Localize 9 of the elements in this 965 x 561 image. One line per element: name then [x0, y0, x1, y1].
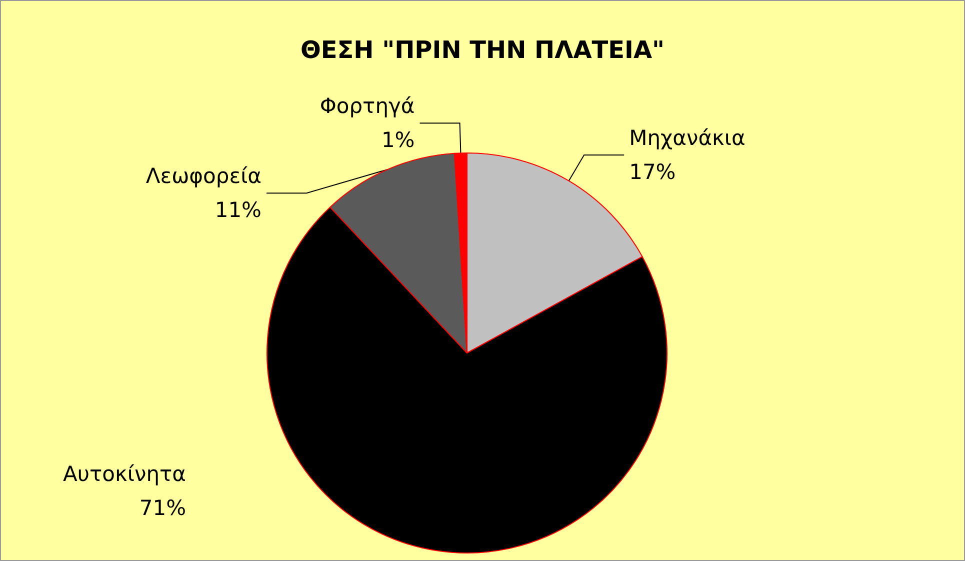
data-label: 1% — [381, 128, 415, 152]
slice-label: Μηχανάκια — [629, 126, 746, 150]
slice-label: Αυτοκίνητα — [63, 462, 186, 486]
data-label: 71% — [139, 496, 186, 520]
slice-label: Φορτηγά — [320, 94, 415, 118]
slice-label: Λεωφορεία — [146, 164, 262, 188]
chart-title: ΘΕΣΗ "ΠΡΙΝ ΤΗΝ ΠΛΑΤΕΙΑ" — [300, 36, 665, 64]
data-label: 17% — [629, 160, 676, 184]
data-label: 11% — [214, 198, 262, 222]
